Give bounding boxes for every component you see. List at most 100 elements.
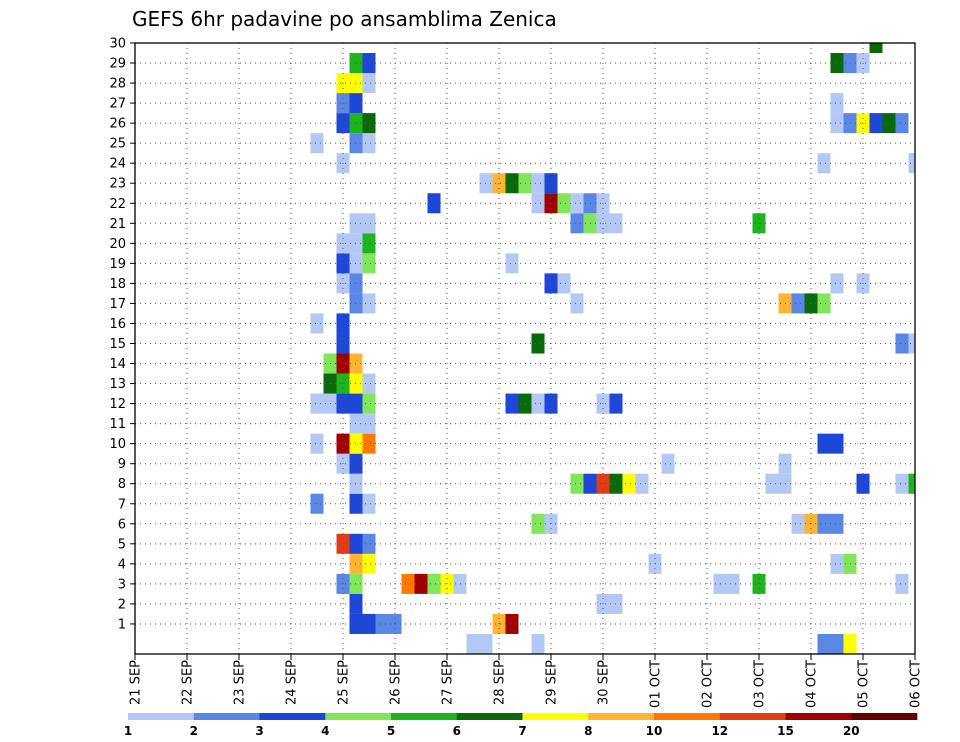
heatmap-cell xyxy=(310,313,324,334)
heatmap-cell xyxy=(362,613,376,634)
heatmap-cell xyxy=(531,333,545,354)
y-tick-label: 18 xyxy=(109,277,126,292)
heatmap-cell xyxy=(401,573,415,594)
colorbar-label: 3 xyxy=(255,724,263,738)
colorbar-segment xyxy=(259,713,326,720)
heatmap-cell xyxy=(830,273,844,294)
heatmap-cell xyxy=(505,173,519,194)
x-tick-label: 30 SEP xyxy=(597,660,612,705)
heatmap-cell xyxy=(362,373,376,394)
y-tick-label: 10 xyxy=(109,437,126,452)
x-tick-label: 25 SEP xyxy=(337,660,352,705)
colorbar-label: 2 xyxy=(190,724,198,738)
x-tick-label: 02 OCT xyxy=(701,660,716,708)
grid-lines xyxy=(135,43,915,654)
plot-frame xyxy=(134,42,916,655)
colorbar-label: 20 xyxy=(843,724,860,738)
colorbar-label: 4 xyxy=(321,724,329,738)
heatmap-cell xyxy=(817,153,831,174)
colorbar-segment xyxy=(391,713,458,720)
heatmap-cell xyxy=(895,573,909,594)
colorbar-segment xyxy=(588,713,655,720)
colorbar-label: 6 xyxy=(453,724,461,738)
heatmap-cell xyxy=(310,393,324,414)
y-tick-label: 17 xyxy=(109,297,126,312)
heatmap-cell xyxy=(726,573,740,594)
x-tick-label: 05 OCT xyxy=(857,660,872,708)
heatmap-cell xyxy=(791,293,805,314)
heatmap-cell xyxy=(362,53,376,74)
y-tick-label: 20 xyxy=(109,237,126,252)
y-tick-label: 22 xyxy=(109,197,126,212)
heatmap-cell xyxy=(570,213,584,234)
heatmap-cell xyxy=(830,433,844,454)
x-tick-label: 23 SEP xyxy=(233,660,248,705)
y-tick-label: 23 xyxy=(109,177,126,192)
colorbar-segment xyxy=(128,713,195,720)
heatmap-cell xyxy=(817,513,831,534)
y-tick-label: 25 xyxy=(109,137,126,152)
y-tick-label: 2 xyxy=(118,597,126,612)
colorbar-segment xyxy=(654,713,721,720)
colorbar-label: 10 xyxy=(646,724,663,738)
colorbar-label: 1 xyxy=(124,724,132,738)
y-tick-label: 1 xyxy=(118,617,126,632)
heatmap-cell xyxy=(531,633,545,654)
y-tick-label: 4 xyxy=(118,557,126,572)
heatmap-cell xyxy=(362,413,376,434)
y-tick-label: 19 xyxy=(109,257,126,272)
heatmap-cell xyxy=(843,633,857,654)
y-tick-label: 6 xyxy=(118,517,126,532)
heatmap-cells xyxy=(310,43,915,654)
heatmap-cell xyxy=(310,493,324,514)
heatmap-cell xyxy=(661,453,675,474)
heatmap-cell xyxy=(362,493,376,514)
x-tick-label: 29 SEP xyxy=(545,660,560,705)
heatmap-cell xyxy=(362,113,376,134)
heatmap-cell xyxy=(830,553,844,574)
heatmap-cell xyxy=(570,473,584,494)
colorbar-segment xyxy=(522,713,589,720)
heatmap-cell xyxy=(362,253,376,274)
x-tick-label: 22 SEP xyxy=(181,660,196,705)
x-tick-label: 03 OCT xyxy=(753,660,768,708)
heatmap-cell xyxy=(869,43,883,54)
heatmap-cell xyxy=(765,473,779,494)
colorbar-label: 12 xyxy=(711,724,728,738)
colorbar-segment xyxy=(193,713,260,720)
chart-title: GEFS 6hr padavine po ansamblima Zenica xyxy=(132,7,557,31)
y-tick-label: 11 xyxy=(109,417,126,432)
heatmap-cell xyxy=(817,293,831,314)
heatmap-cell xyxy=(362,213,376,234)
heatmap-cell xyxy=(635,473,649,494)
y-tick-label: 13 xyxy=(109,377,126,392)
x-tick-label: 04 OCT xyxy=(805,660,820,708)
heatmap-cell xyxy=(531,173,545,194)
colorbar-segment xyxy=(851,713,918,720)
x-tick-label: 28 SEP xyxy=(493,660,508,705)
heatmap-cell xyxy=(479,633,493,654)
heatmap-cell xyxy=(570,193,584,214)
y-tick-label: 29 xyxy=(109,57,126,72)
y-tick-label: 3 xyxy=(118,577,126,592)
heatmap-cell xyxy=(362,393,376,414)
heatmap-cell xyxy=(505,393,519,414)
colorbar-segment xyxy=(456,713,523,720)
heatmap-cell xyxy=(466,633,480,654)
heatmap-cell xyxy=(310,133,324,154)
colorbar-label: 5 xyxy=(387,724,395,738)
heatmap-cell xyxy=(362,233,376,254)
heatmap-cell xyxy=(531,393,545,414)
x-tick-label: 01 OCT xyxy=(649,660,664,708)
heatmap-cell xyxy=(908,153,915,174)
heatmap-cell xyxy=(427,573,441,594)
heatmap-cell xyxy=(427,193,441,214)
heatmap-cell xyxy=(830,53,844,74)
heatmap-cell xyxy=(830,93,844,114)
y-tick-label: 16 xyxy=(109,317,126,332)
heatmap-cell xyxy=(895,473,909,494)
x-tick-label: 24 SEP xyxy=(285,660,300,705)
heatmap-cell xyxy=(531,193,545,214)
y-axis-ticks: 1234567891011121314151617181920212223242… xyxy=(109,37,135,632)
